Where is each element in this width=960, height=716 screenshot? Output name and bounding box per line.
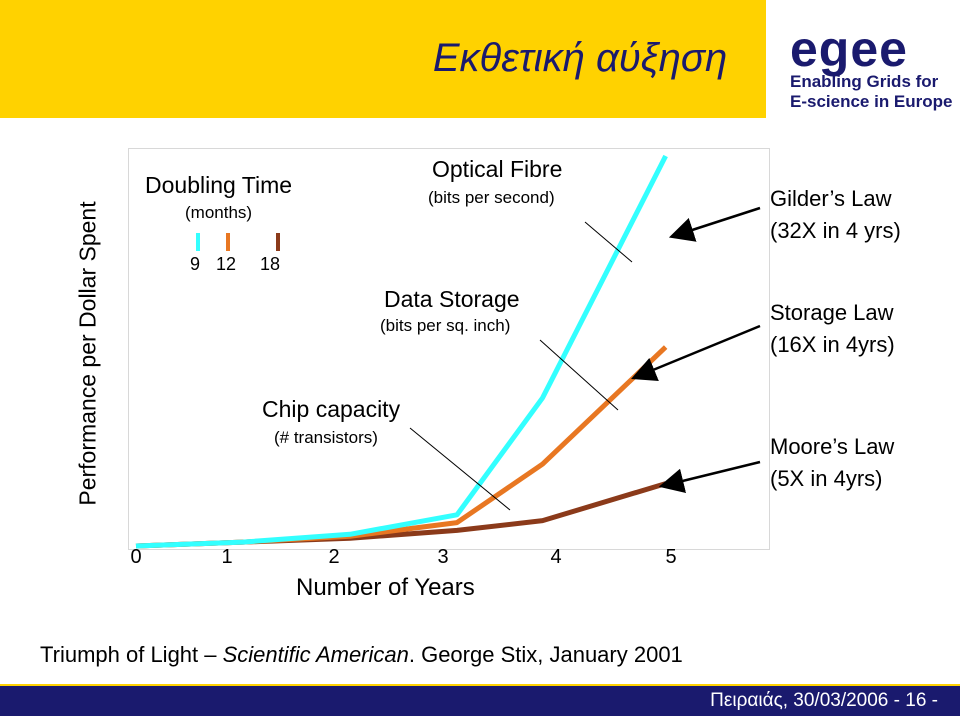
- source-prefix: Triumph of Light –: [40, 642, 223, 667]
- line-chip: [135, 481, 667, 549]
- chart-frame: [128, 148, 770, 550]
- fibre-sublabel: (bits per second): [428, 188, 555, 207]
- chip-sublabel: (# transistors): [274, 428, 378, 447]
- moores-law-label: Moore’s Law: [770, 434, 895, 459]
- law-arrow: [658, 460, 761, 493]
- storage-law-detail: (16X in 4yrs): [770, 332, 895, 357]
- footer-text: Πειραιάς, 30/03/2006 - 16 -: [710, 690, 938, 711]
- law-arrow: [631, 324, 761, 382]
- line-storage: [135, 345, 668, 549]
- slide-title: Εκθετική αύξηση: [432, 36, 728, 80]
- x-tick-label: 4: [550, 546, 562, 568]
- moores-law-detail: (5X in 4yrs): [770, 466, 883, 491]
- logo-tagline-2: E-science in Europe: [790, 92, 953, 111]
- source-journal: Scientific American: [222, 642, 409, 667]
- x-tick-label: 3: [437, 546, 449, 568]
- chip-label: Chip capacity: [262, 396, 401, 422]
- legend-title: Doubling Time: [145, 172, 293, 198]
- x-tick-label: 5: [665, 546, 677, 568]
- source-citation: Triumph of Light – Scientific American. …: [40, 642, 683, 668]
- header-bar: [0, 0, 766, 118]
- egee-logo: egee: [790, 21, 908, 77]
- gilders-law-label: Gilder’s Law: [770, 186, 892, 211]
- footer-bar: Πειραιάς, 30/03/2006 - 16 -: [0, 686, 960, 716]
- x-tick-label: 1: [221, 546, 233, 568]
- law-arrow: [668, 206, 761, 242]
- logo-tagline-1: Enabling Grids for: [790, 72, 939, 91]
- source-suffix: . George Stix, January 2001: [408, 642, 683, 667]
- gilders-law-detail: (32X in 4 yrs): [770, 218, 901, 243]
- fibre-leader-line: [584, 221, 633, 263]
- storage-sublabel: (bits per sq. inch): [380, 316, 511, 335]
- x-tick-label: 2: [328, 546, 340, 568]
- footer-rule: [0, 684, 960, 686]
- storage-law-label: Storage Law: [770, 300, 894, 325]
- legend-months-fibre: 9: [190, 254, 201, 274]
- x-tick-label: 0: [130, 546, 142, 568]
- legend-subtitle: (months): [185, 203, 253, 222]
- storage-leader-line: [539, 339, 619, 411]
- legend-months-storage: 12: [216, 254, 237, 274]
- storage-label: Data Storage: [384, 286, 520, 312]
- fibre-label: Optical Fibre: [432, 156, 563, 182]
- chip-leader-line: [409, 427, 511, 511]
- line-fibre: [135, 154, 668, 549]
- x-axis-label: Number of Years: [296, 574, 475, 601]
- legend-months-chip: 18: [260, 254, 281, 274]
